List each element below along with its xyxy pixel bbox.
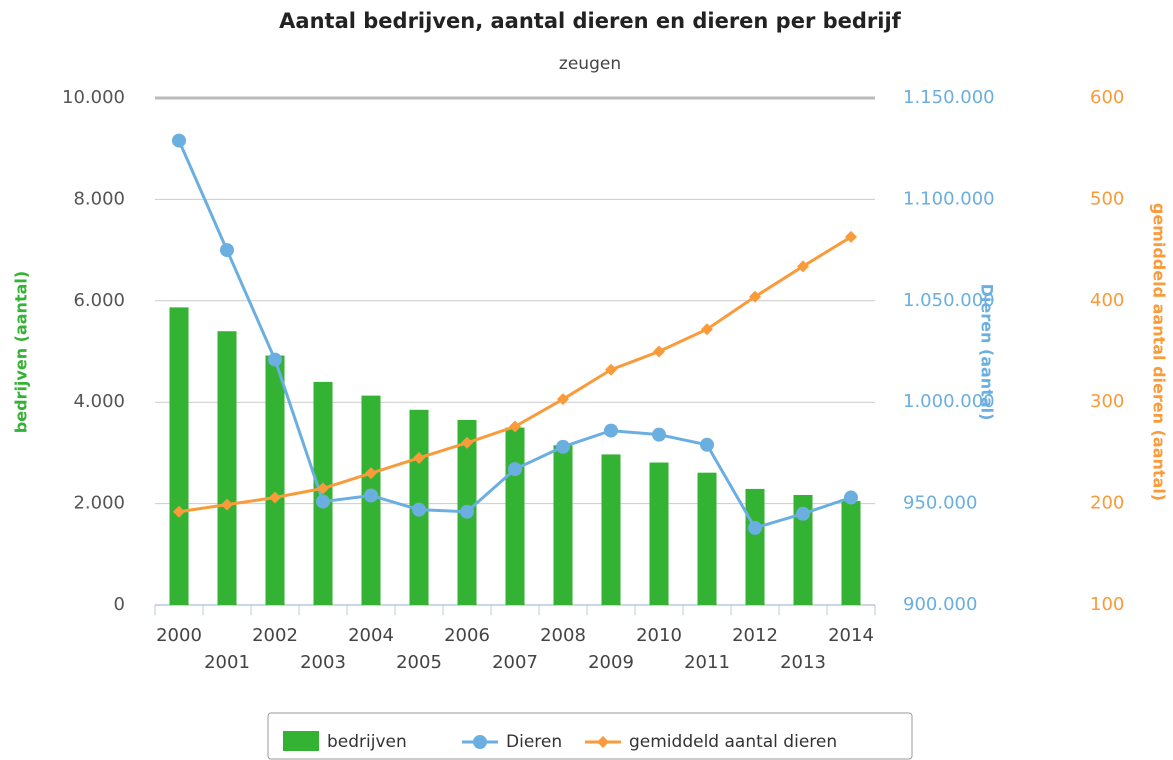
marker — [269, 491, 281, 504]
y-tick-label: 0 — [114, 594, 125, 615]
marker — [652, 427, 666, 442]
y2-tick-label: 950.000 — [903, 493, 977, 514]
legend-label: Dieren — [506, 732, 562, 752]
marker — [701, 323, 713, 336]
y-tick-label: 6.000 — [73, 290, 125, 311]
bar — [601, 454, 621, 605]
y3-tick-label: 500 — [1090, 188, 1124, 209]
marker — [172, 133, 186, 148]
x-tick-label: 2012 — [732, 625, 778, 646]
marker — [508, 462, 522, 477]
chart-subtitle: zeugen — [559, 54, 621, 74]
marker — [605, 363, 617, 376]
y3-tick-label: 300 — [1090, 391, 1124, 412]
x-tick-label: 2011 — [684, 652, 730, 673]
legend-box — [267, 712, 913, 760]
y2-tick-label: 1.100.000 — [903, 188, 995, 209]
marker — [556, 439, 570, 454]
y2-tick-label: 1.050.000 — [903, 290, 995, 311]
y-tick-label: 8.000 — [73, 188, 125, 209]
x-tick-label: 2004 — [348, 625, 394, 646]
bar — [505, 427, 525, 605]
x-tick-label: 2001 — [204, 652, 250, 673]
marker — [797, 260, 809, 273]
y-tick-label: 4.000 — [73, 391, 125, 412]
marker — [412, 502, 426, 517]
marker — [364, 488, 378, 503]
legend-label: gemiddeld aantal dieren — [629, 732, 837, 752]
bar — [265, 355, 285, 605]
legend-marker — [597, 736, 609, 748]
bar — [745, 488, 765, 605]
y-tick-label: 10.000 — [62, 87, 125, 108]
bar — [841, 501, 861, 605]
y2-tick-label: 1.150.000 — [903, 87, 995, 108]
marker — [604, 423, 618, 438]
y3-tick-label: 200 — [1090, 493, 1124, 514]
legend-swatch — [283, 731, 319, 751]
y3-axis-title: gemiddeld aantal dieren (aantal) — [1150, 203, 1169, 501]
marker — [460, 504, 474, 519]
x-tick-label: 2006 — [444, 625, 490, 646]
marker — [748, 520, 762, 535]
x-tick-label: 2014 — [828, 625, 874, 646]
x-tick-label: 2013 — [780, 652, 826, 673]
marker — [221, 498, 233, 511]
y-tick-label: 2.000 — [73, 493, 125, 514]
marker — [509, 420, 521, 433]
marker — [461, 436, 473, 449]
marker — [844, 490, 858, 505]
marker — [268, 352, 282, 367]
marker — [796, 506, 810, 521]
marker — [749, 290, 761, 303]
bar — [697, 472, 717, 605]
x-tick-label: 2002 — [252, 625, 298, 646]
bar — [217, 331, 237, 605]
bar — [553, 445, 573, 605]
bar — [169, 307, 189, 605]
x-tick-label: 2000 — [156, 625, 202, 646]
legend-label: bedrijven — [327, 732, 407, 752]
marker — [317, 482, 329, 495]
marker — [365, 467, 377, 480]
marker — [557, 393, 569, 406]
marker — [700, 437, 714, 452]
x-tick-label: 2007 — [492, 652, 538, 673]
y3-tick-label: 600 — [1090, 87, 1124, 108]
y2-tick-label: 1.000.000 — [903, 391, 995, 412]
x-tick-label: 2010 — [636, 625, 682, 646]
y3-tick-label: 100 — [1090, 594, 1124, 615]
y-axis-title: bedrijven (aantal) — [12, 271, 31, 433]
x-tick-label: 2005 — [396, 652, 442, 673]
y3-tick-label: 400 — [1090, 290, 1124, 311]
marker — [845, 230, 857, 243]
marker — [413, 451, 425, 464]
x-tick-label: 2009 — [588, 652, 634, 673]
marker — [220, 243, 234, 258]
bar — [793, 494, 813, 605]
legend-marker — [473, 735, 487, 749]
marker — [653, 345, 665, 358]
y2-axis-title: Dieren (aantal) — [978, 284, 997, 421]
marker — [316, 494, 330, 509]
bar — [649, 462, 669, 605]
y2-tick-label: 900.000 — [903, 594, 977, 615]
chart-title: Aantal bedrijven, aantal dieren en diere… — [279, 9, 902, 33]
x-tick-label: 2008 — [540, 625, 586, 646]
marker — [173, 505, 185, 518]
x-tick-label: 2003 — [300, 652, 346, 673]
